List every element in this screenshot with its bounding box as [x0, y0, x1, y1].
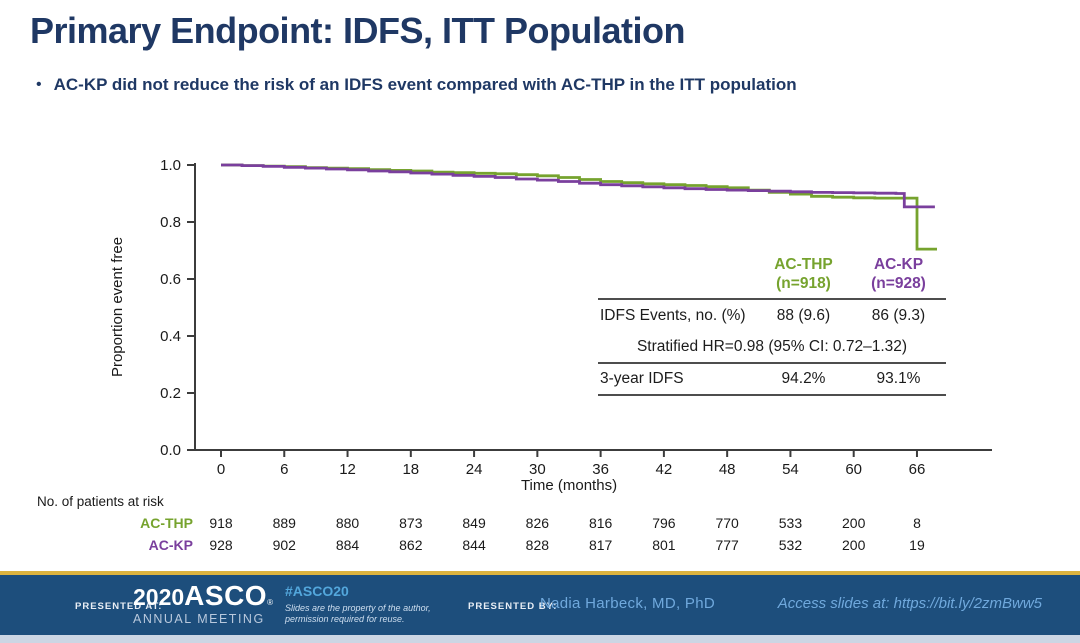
x-tick-label: 6 — [280, 461, 288, 478]
bullet-icon: • — [36, 76, 42, 93]
bullet-text: AC-KP did not reduce the risk of an IDFS… — [53, 75, 797, 94]
x-tick-label: 24 — [466, 461, 483, 478]
x-tick-label: 36 — [592, 461, 609, 478]
footer-bar: PRESENTED AT: 2020 ASCO ® ANNUAL MEETING… — [0, 575, 1080, 635]
ac-thp-arm-n: (n=918) — [776, 274, 831, 292]
at-risk-value: 200 — [842, 537, 866, 553]
results-table: AC-THP (n=918) AC-KP (n=928) IDFS Events… — [598, 256, 946, 397]
at-risk-value: 902 — [273, 537, 297, 553]
at-risk-value: 801 — [652, 537, 676, 553]
asco-logo: 2020 ASCO ® ANNUAL MEETING — [133, 582, 273, 626]
x-tick-label: 42 — [656, 461, 673, 478]
at-risk-value: 19 — [909, 537, 925, 553]
three-year-idfs-ac-kp: 93.1% — [876, 370, 921, 388]
x-tick-label: 66 — [909, 461, 926, 478]
x-tick-label: 60 — [845, 461, 862, 478]
idfs-events-row: IDFS Events, no. (%) 88 (9.6) 86 (9.3) — [598, 300, 946, 332]
at-risk-row-label-ac-thp: AC-THP — [140, 515, 193, 531]
at-risk-value: 200 — [842, 515, 866, 531]
x-tick-label: 48 — [719, 461, 736, 478]
x-tick-label: 18 — [402, 461, 419, 478]
at-risk-title: No. of patients at risk — [37, 494, 164, 509]
at-risk-value: 533 — [779, 515, 803, 531]
at-risk-value: 828 — [526, 537, 550, 553]
slide-footer: PRESENTED AT: 2020 ASCO ® ANNUAL MEETING… — [0, 571, 1080, 643]
idfs-events-ac-thp: 88 (9.6) — [776, 307, 831, 325]
at-risk-value: 884 — [336, 537, 360, 553]
asco-logo-registered-icon: ® — [267, 598, 273, 607]
y-tick-label: 0.0 — [160, 442, 181, 459]
y-tick-label: 0.2 — [160, 385, 181, 402]
x-tick-label: 0 — [217, 461, 225, 478]
y-tick-label: 0.4 — [160, 328, 181, 345]
idfs-events-ac-kp: 86 (9.3) — [871, 307, 926, 325]
x-tick-label: 54 — [782, 461, 799, 478]
x-tick-label: 30 — [529, 461, 546, 478]
km-curve-ac-thp — [221, 163, 937, 251]
at-risk-value: 844 — [462, 537, 486, 553]
asco-logo-subtitle: ANNUAL MEETING — [133, 612, 265, 626]
three-year-idfs-row: 3-year IDFS 94.2% 93.1% — [598, 364, 946, 397]
x-axis-title: Time (months) — [521, 477, 617, 494]
disclaimer: Slides are the property of the author, p… — [285, 603, 431, 626]
at-risk-value: 826 — [526, 515, 550, 531]
footer-bottom-strip — [0, 635, 1080, 643]
asco-logo-year: 2020 — [133, 584, 185, 610]
results-header-ac-kp: AC-KP (n=928) — [851, 256, 946, 293]
at-risk-value: 889 — [273, 515, 297, 531]
presented-by-label: PRESENTED BY: — [468, 601, 558, 612]
presenter-name: Nadia Harbeck, MD, PhD — [540, 595, 715, 612]
three-year-idfs-ac-thp: 94.2% — [781, 370, 826, 388]
idfs-events-label: IDFS Events, no. (%) — [600, 307, 746, 325]
at-risk-value: 873 — [399, 515, 423, 531]
y-axis-title: Proportion event free — [109, 237, 126, 377]
disclaimer-line-1: Slides are the property of the author, — [285, 603, 431, 613]
asco-logo-name: ASCO — [184, 580, 268, 611]
at-risk-value: 849 — [462, 515, 486, 531]
y-tick-label: 1.0 — [160, 157, 181, 174]
at-risk-value: 777 — [715, 537, 739, 553]
y-tick-label: 0.8 — [160, 214, 181, 231]
at-risk-value: 918 — [209, 515, 233, 531]
at-risk-value: 8 — [913, 515, 921, 531]
hashtag: #ASCO20 — [285, 583, 349, 599]
hazard-ratio-row: Stratified HR=0.98 (95% CI: 0.72–1.32) — [598, 332, 946, 365]
at-risk-value: 928 — [209, 537, 233, 553]
at-risk-value: 862 — [399, 537, 423, 553]
at-risk-value: 770 — [715, 515, 739, 531]
x-tick-label: 12 — [339, 461, 356, 478]
y-tick-label: 0.6 — [160, 271, 181, 288]
access-slides-link: Access slides at: https://bit.ly/2zmBww5 — [777, 595, 1042, 612]
ac-kp-arm-n: (n=928) — [871, 274, 926, 292]
at-risk-row-label-ac-kp: AC-KP — [149, 537, 193, 553]
at-risk-value: 817 — [589, 537, 613, 553]
results-table-header: AC-THP (n=918) AC-KP (n=928) — [598, 256, 946, 301]
results-header-ac-thp: AC-THP (n=918) — [756, 256, 851, 293]
bullet-item: • AC-KP did not reduce the risk of an ID… — [36, 74, 797, 96]
at-risk-value: 880 — [336, 515, 360, 531]
at-risk-value: 796 — [652, 515, 676, 531]
page-title: Primary Endpoint: IDFS, ITT Population — [30, 10, 686, 51]
disclaimer-line-2: permission required for reuse. — [285, 614, 405, 625]
at-risk-value: 532 — [779, 537, 803, 553]
footer-gold-divider — [0, 571, 1080, 575]
ac-thp-arm-label: AC-THP — [774, 256, 833, 273]
ac-kp-arm-label: AC-KP — [873, 256, 924, 273]
at-risk-value: 816 — [589, 515, 613, 531]
presented-at-label: PRESENTED AT: — [75, 601, 163, 612]
hashtag-block: #ASCO20 Slides are the property of the a… — [285, 583, 431, 626]
three-year-idfs-label: 3-year IDFS — [600, 370, 684, 388]
km-curve-ac-kp — [221, 163, 935, 209]
